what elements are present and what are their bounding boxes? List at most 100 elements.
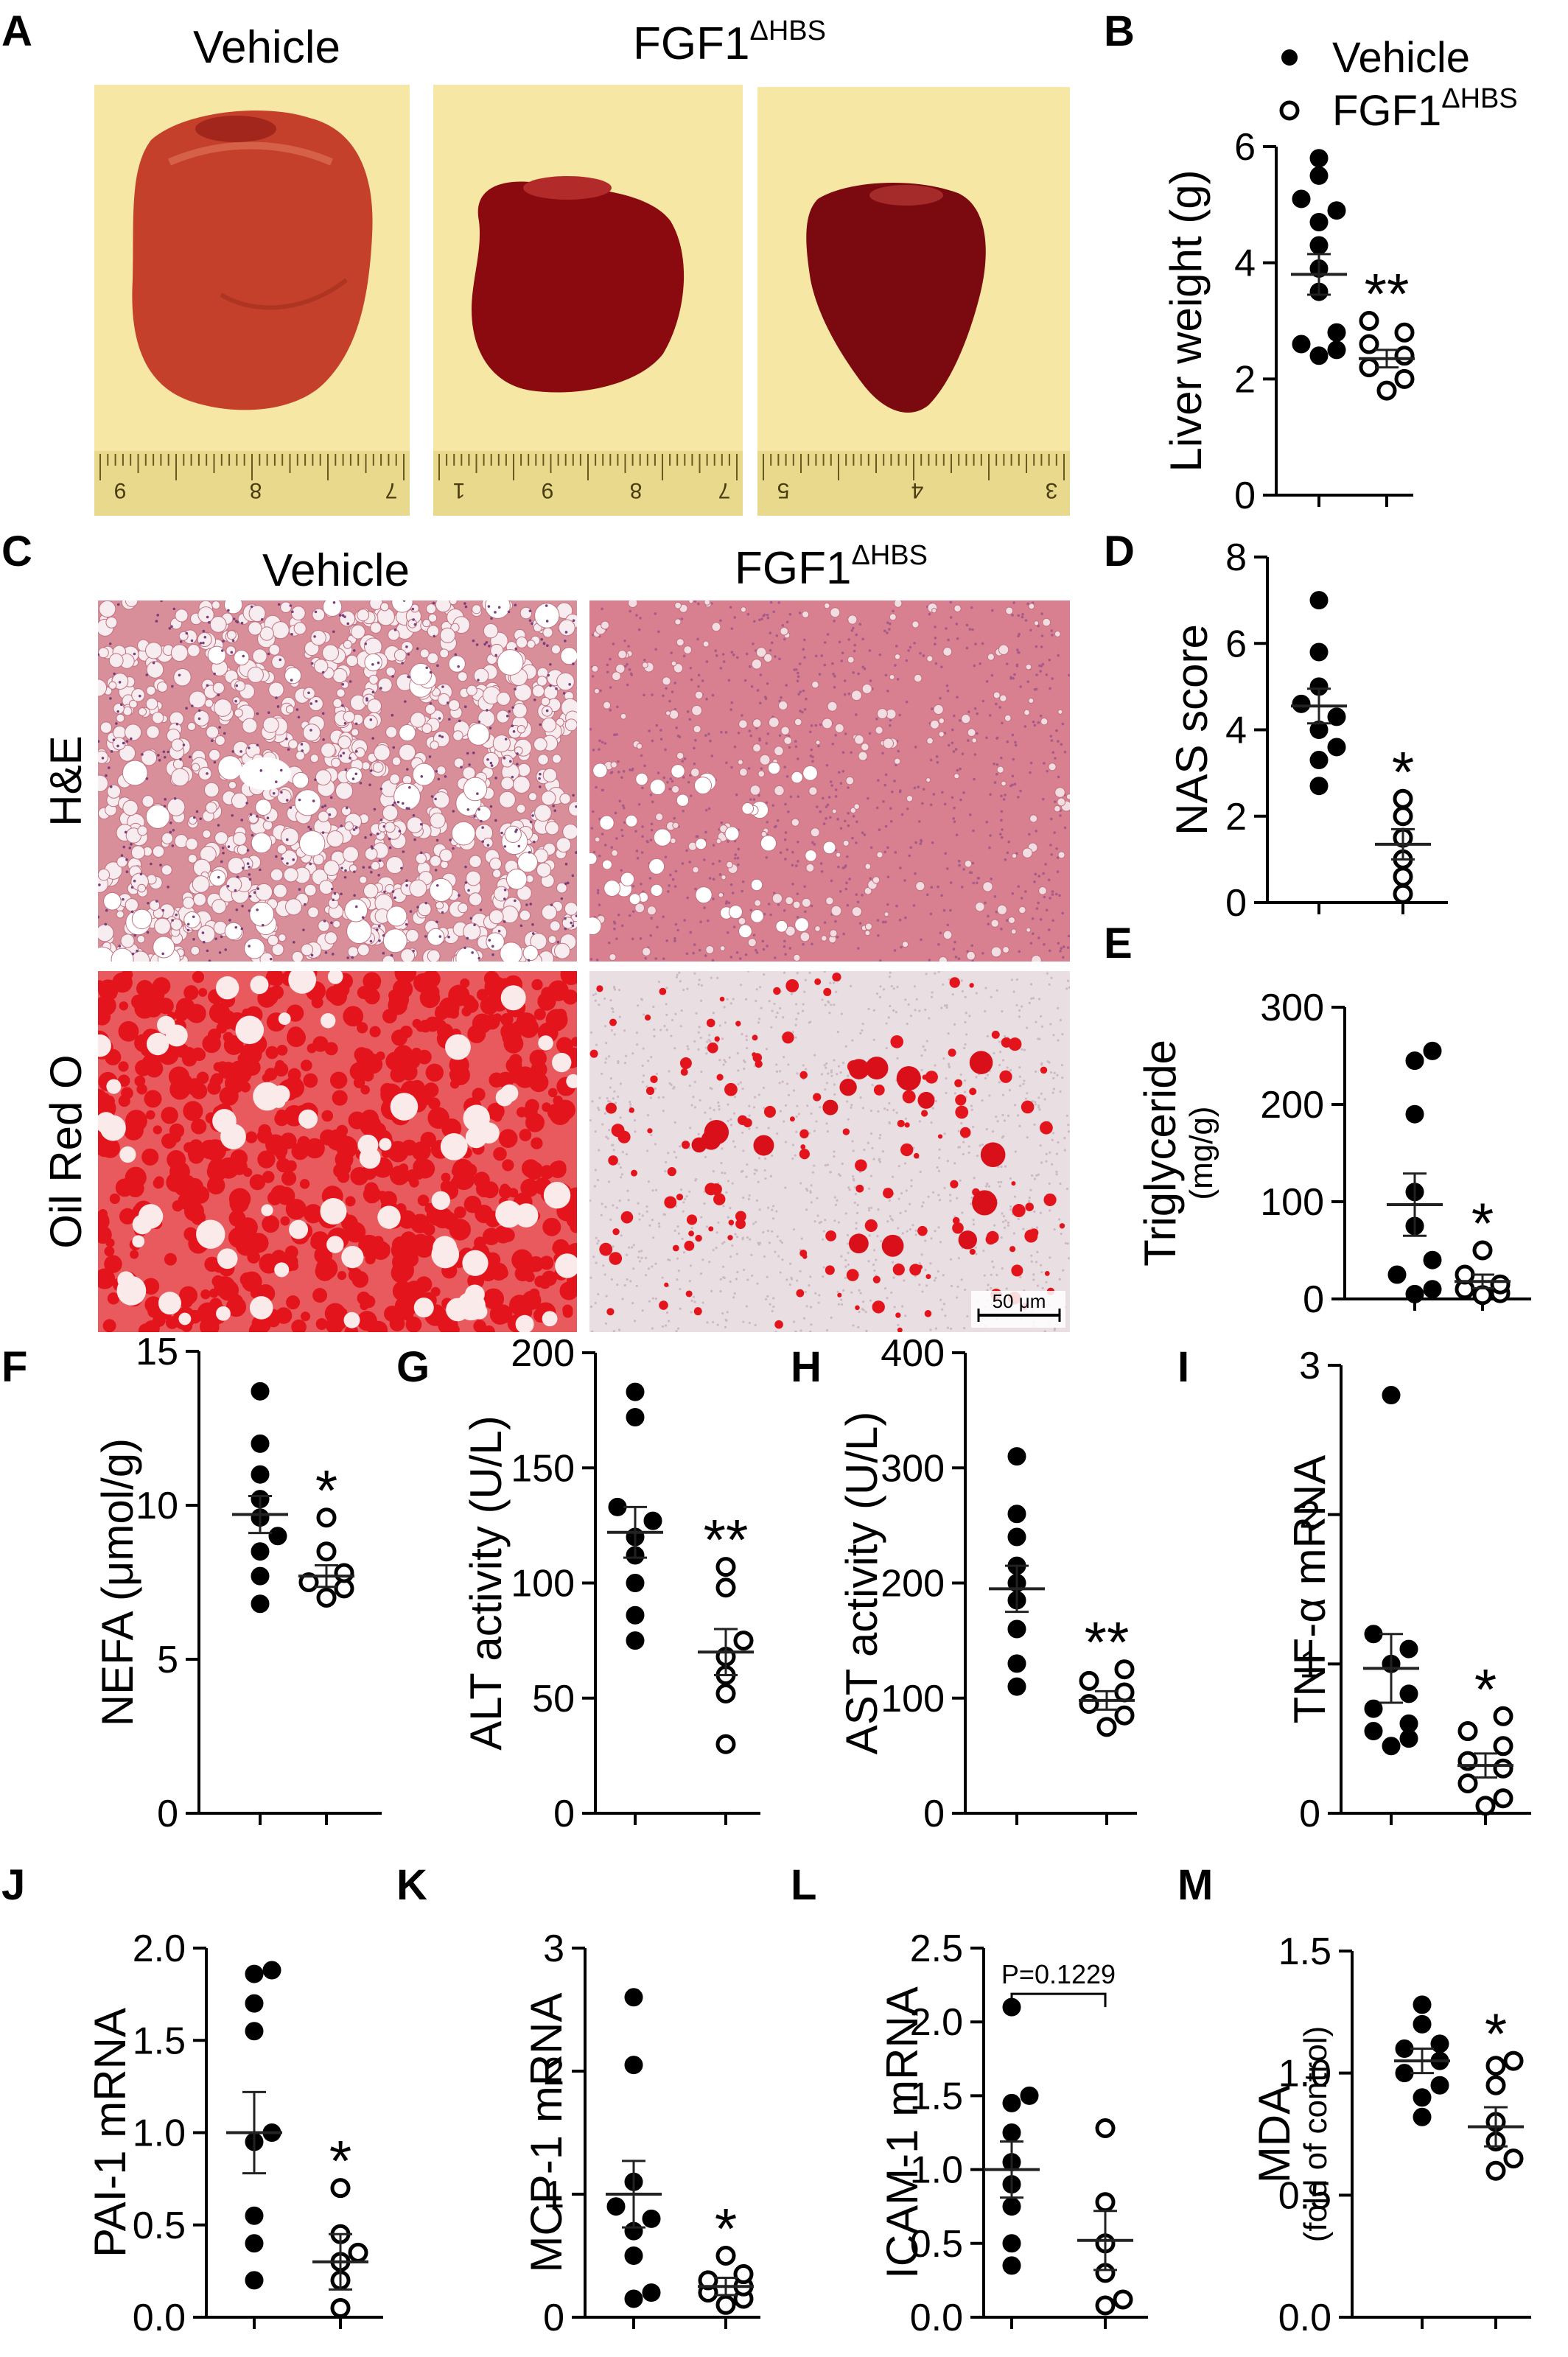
- fgf1-point: [334, 1563, 354, 1583]
- treated-liver-shape-2: [806, 183, 986, 413]
- panel-letter-j: J: [1, 1861, 25, 1909]
- y-tick-label: 0.0: [1278, 2297, 1331, 2339]
- fgf1-point: [1493, 1788, 1513, 1809]
- panel-letter-m: M: [1177, 1861, 1213, 1909]
- fgf1-point: [1493, 1758, 1513, 1779]
- y-tick-label: 1.0: [1278, 2053, 1331, 2095]
- fgf1-point: [715, 1734, 736, 1754]
- fgf1-point: [715, 1557, 736, 1577]
- fgf1-point: [1113, 2289, 1133, 2310]
- legend-fgf1-label: FGF1ΔHBS: [1332, 83, 1518, 135]
- y-tick-label: 0: [923, 1793, 945, 1835]
- panel-letter-c: C: [1, 528, 32, 575]
- vehicle-point: [1430, 2076, 1449, 2095]
- vehicle-point: [251, 1594, 270, 1614]
- y-tick-label: 4: [1234, 242, 1256, 285]
- panel-letter-a: A: [1, 7, 32, 55]
- vehicle-point: [1309, 591, 1329, 610]
- chart-d: D 0 2 4 6 8 NAS score *: [1104, 528, 1448, 925]
- y-tick-label: 4: [1225, 710, 1247, 752]
- vehicle-point: [1405, 1284, 1424, 1303]
- fgf1-point: [1095, 2295, 1116, 2316]
- significance-marker: **: [704, 1507, 749, 1572]
- vehicle-point: [251, 1566, 270, 1586]
- y-axis-label: PAI-1 mRNA: [85, 2008, 135, 2258]
- y-tick-label: 1.5: [1278, 1930, 1331, 1973]
- fgf1-point: [1493, 1706, 1513, 1726]
- significance-marker: *: [315, 1458, 337, 1523]
- fgf1-point: [330, 2178, 351, 2199]
- vehicle-point: [245, 2022, 264, 2041]
- panel-letter-d: D: [1104, 528, 1135, 575]
- vehicle-point: [1399, 1639, 1418, 1659]
- ruler-number: 1: [453, 478, 466, 502]
- y-tick-label: 100: [881, 1678, 945, 1720]
- y-axis-label: NAS score: [1167, 624, 1217, 836]
- vehicle-point: [643, 1511, 662, 1530]
- vehicle-point: [1292, 694, 1311, 713]
- vehicle-point: [1430, 2034, 1449, 2053]
- fgf1-point: [1114, 1659, 1135, 1680]
- y-tick-label: 300: [1260, 987, 1324, 1029]
- y-tick-label: 1: [543, 2174, 564, 2216]
- panel-a-photos: 9 8 7 1 9 8 7 5 4 3: [94, 85, 1070, 516]
- y-axis-label: TNF-α mRNA: [1285, 1455, 1334, 1724]
- chart-i: I 0 1 2 3 TNF-α mRNA *: [1177, 1343, 1531, 1835]
- fgf1-point: [330, 2297, 351, 2318]
- vehicle-point: [245, 1994, 264, 2013]
- y-tick-label: 5: [157, 1639, 178, 1681]
- significance-marker: **: [1365, 262, 1410, 326]
- vehicle-point: [624, 2289, 643, 2308]
- vehicle-point: [1007, 1654, 1026, 1673]
- vehicle-point: [245, 2234, 264, 2253]
- vehicle-point: [1382, 1737, 1401, 1756]
- y-axis-label: AST activity (U/L): [837, 1412, 886, 1755]
- vehicle-point: [1405, 1104, 1424, 1124]
- ruler-number: 7: [718, 478, 731, 502]
- fgf1-point: [1503, 2050, 1524, 2071]
- ruler-number: 7: [385, 478, 398, 502]
- fgf1-point: [1472, 1285, 1493, 1306]
- ruler-number: 8: [250, 478, 262, 502]
- fgf1-point: [1503, 2148, 1524, 2169]
- fgf1-point: [1457, 1721, 1478, 1742]
- vehicle-point: [606, 2197, 626, 2216]
- treated-liver-shape-1: [472, 181, 685, 393]
- chart-j: J 0.0 0.5 1.0 1.5 2.0 PAI-1 mRNA *: [1, 1861, 383, 2339]
- vehicle-point: [251, 1434, 270, 1453]
- panel-letter-g: G: [396, 1343, 430, 1391]
- y-tick-label: 0: [1225, 882, 1247, 925]
- y-tick-label: 1.0: [910, 2149, 963, 2192]
- chart-h: H 0 100 200 300 400 AST activity (U/L) **: [791, 1332, 1137, 1835]
- y-tick-label: 0.0: [133, 2297, 186, 2339]
- vehicle-point: [1382, 1386, 1401, 1405]
- y-axis-label: MCP-1 mRNA: [522, 1992, 571, 2272]
- vehicle-point: [624, 1988, 643, 2007]
- vehicle-point: [624, 2246, 643, 2265]
- fgf1-point: [1493, 1736, 1513, 1757]
- significance-marker: *: [1474, 1656, 1497, 1721]
- y-axis-label: NEFA (μmol/g): [93, 1438, 142, 1726]
- vehicle-point: [1309, 751, 1329, 770]
- y-tick-label: 0.5: [133, 2204, 186, 2247]
- vehicle-point: [1423, 1250, 1442, 1269]
- fgf1-point: [1095, 2192, 1116, 2213]
- panel-letter-b: B: [1104, 7, 1135, 55]
- vehicle-point: [245, 1964, 264, 1983]
- header-fgf1-a: FGF1ΔHBS: [633, 15, 826, 69]
- y-tick-label: 2: [543, 2050, 564, 2093]
- fgf1-point: [698, 2270, 718, 2291]
- y-tick-label: 0: [1299, 1793, 1320, 1835]
- vehicle-point: [1327, 323, 1346, 342]
- vehicle-point: [1309, 212, 1329, 231]
- ruler-number: 3: [1046, 478, 1058, 502]
- vehicle-point: [1327, 738, 1346, 757]
- vehicle-point: [1020, 2086, 1039, 2105]
- vehicle-point: [251, 1465, 270, 1484]
- pvalue-label: P=0.1229: [1001, 1959, 1116, 1989]
- vehicle-point: [268, 1527, 287, 1546]
- ruler-number: 5: [777, 478, 790, 502]
- panel-letter-h: H: [791, 1343, 822, 1391]
- y-tick-label: 100: [1260, 1181, 1324, 1224]
